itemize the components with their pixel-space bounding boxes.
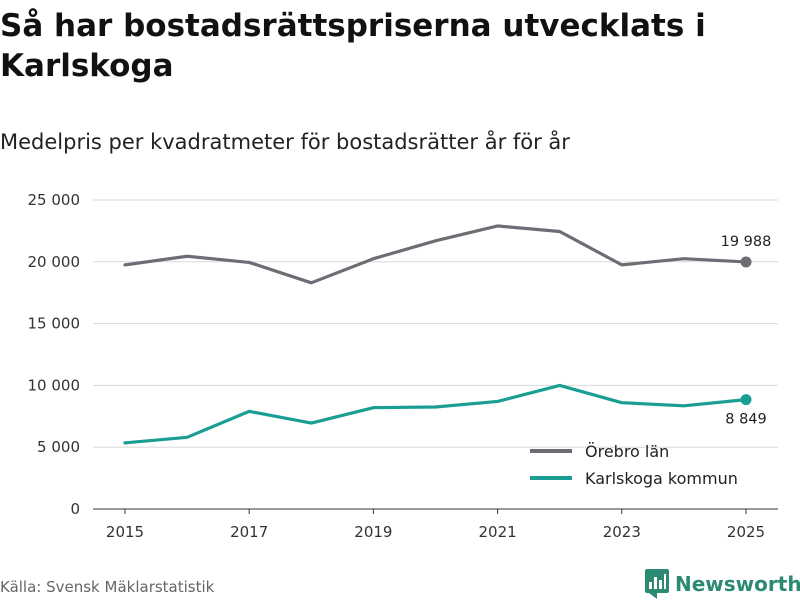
x-tick-label: 2023 — [603, 523, 641, 541]
x-tick-label: 2015 — [106, 523, 144, 541]
legend-label: Karlskoga kommun — [585, 469, 738, 488]
y-tick-label: 10 000 — [28, 376, 81, 394]
series-line-karlskoga — [123, 383, 748, 445]
y-tick-label: 0 — [70, 500, 80, 518]
end-value-label: 8 849 — [725, 412, 767, 428]
newsworthy-logo-icon — [645, 569, 669, 599]
y-tick-label: 15 000 — [28, 315, 81, 333]
x-tick-label: 2025 — [727, 523, 765, 541]
chart-subtitle: Medelpris per kvadratmeter för bostadsrä… — [0, 130, 570, 154]
end-point-marker — [740, 394, 752, 406]
source-note: Källa: Svensk Mäklarstatistik — [0, 578, 215, 596]
legend-label: Örebro län — [585, 442, 669, 461]
x-tick-label: 2021 — [479, 523, 517, 541]
brand-name: Newsworthy — [675, 572, 800, 596]
y-tick-label: 5 000 — [37, 438, 80, 456]
x-tick-label: 2019 — [354, 523, 392, 541]
chart-title: Så har bostadsrättspriserna utvecklats i… — [0, 8, 706, 84]
y-tick-label: 20 000 — [28, 253, 81, 271]
series-line-orebro — [123, 224, 748, 285]
y-tick-label: 25 000 — [28, 191, 81, 209]
x-tick-label: 2017 — [230, 523, 268, 541]
end-value-label: 19 988 — [721, 234, 772, 250]
brand-logo: Newsworthy — [645, 569, 800, 599]
end-point-marker — [740, 256, 752, 268]
